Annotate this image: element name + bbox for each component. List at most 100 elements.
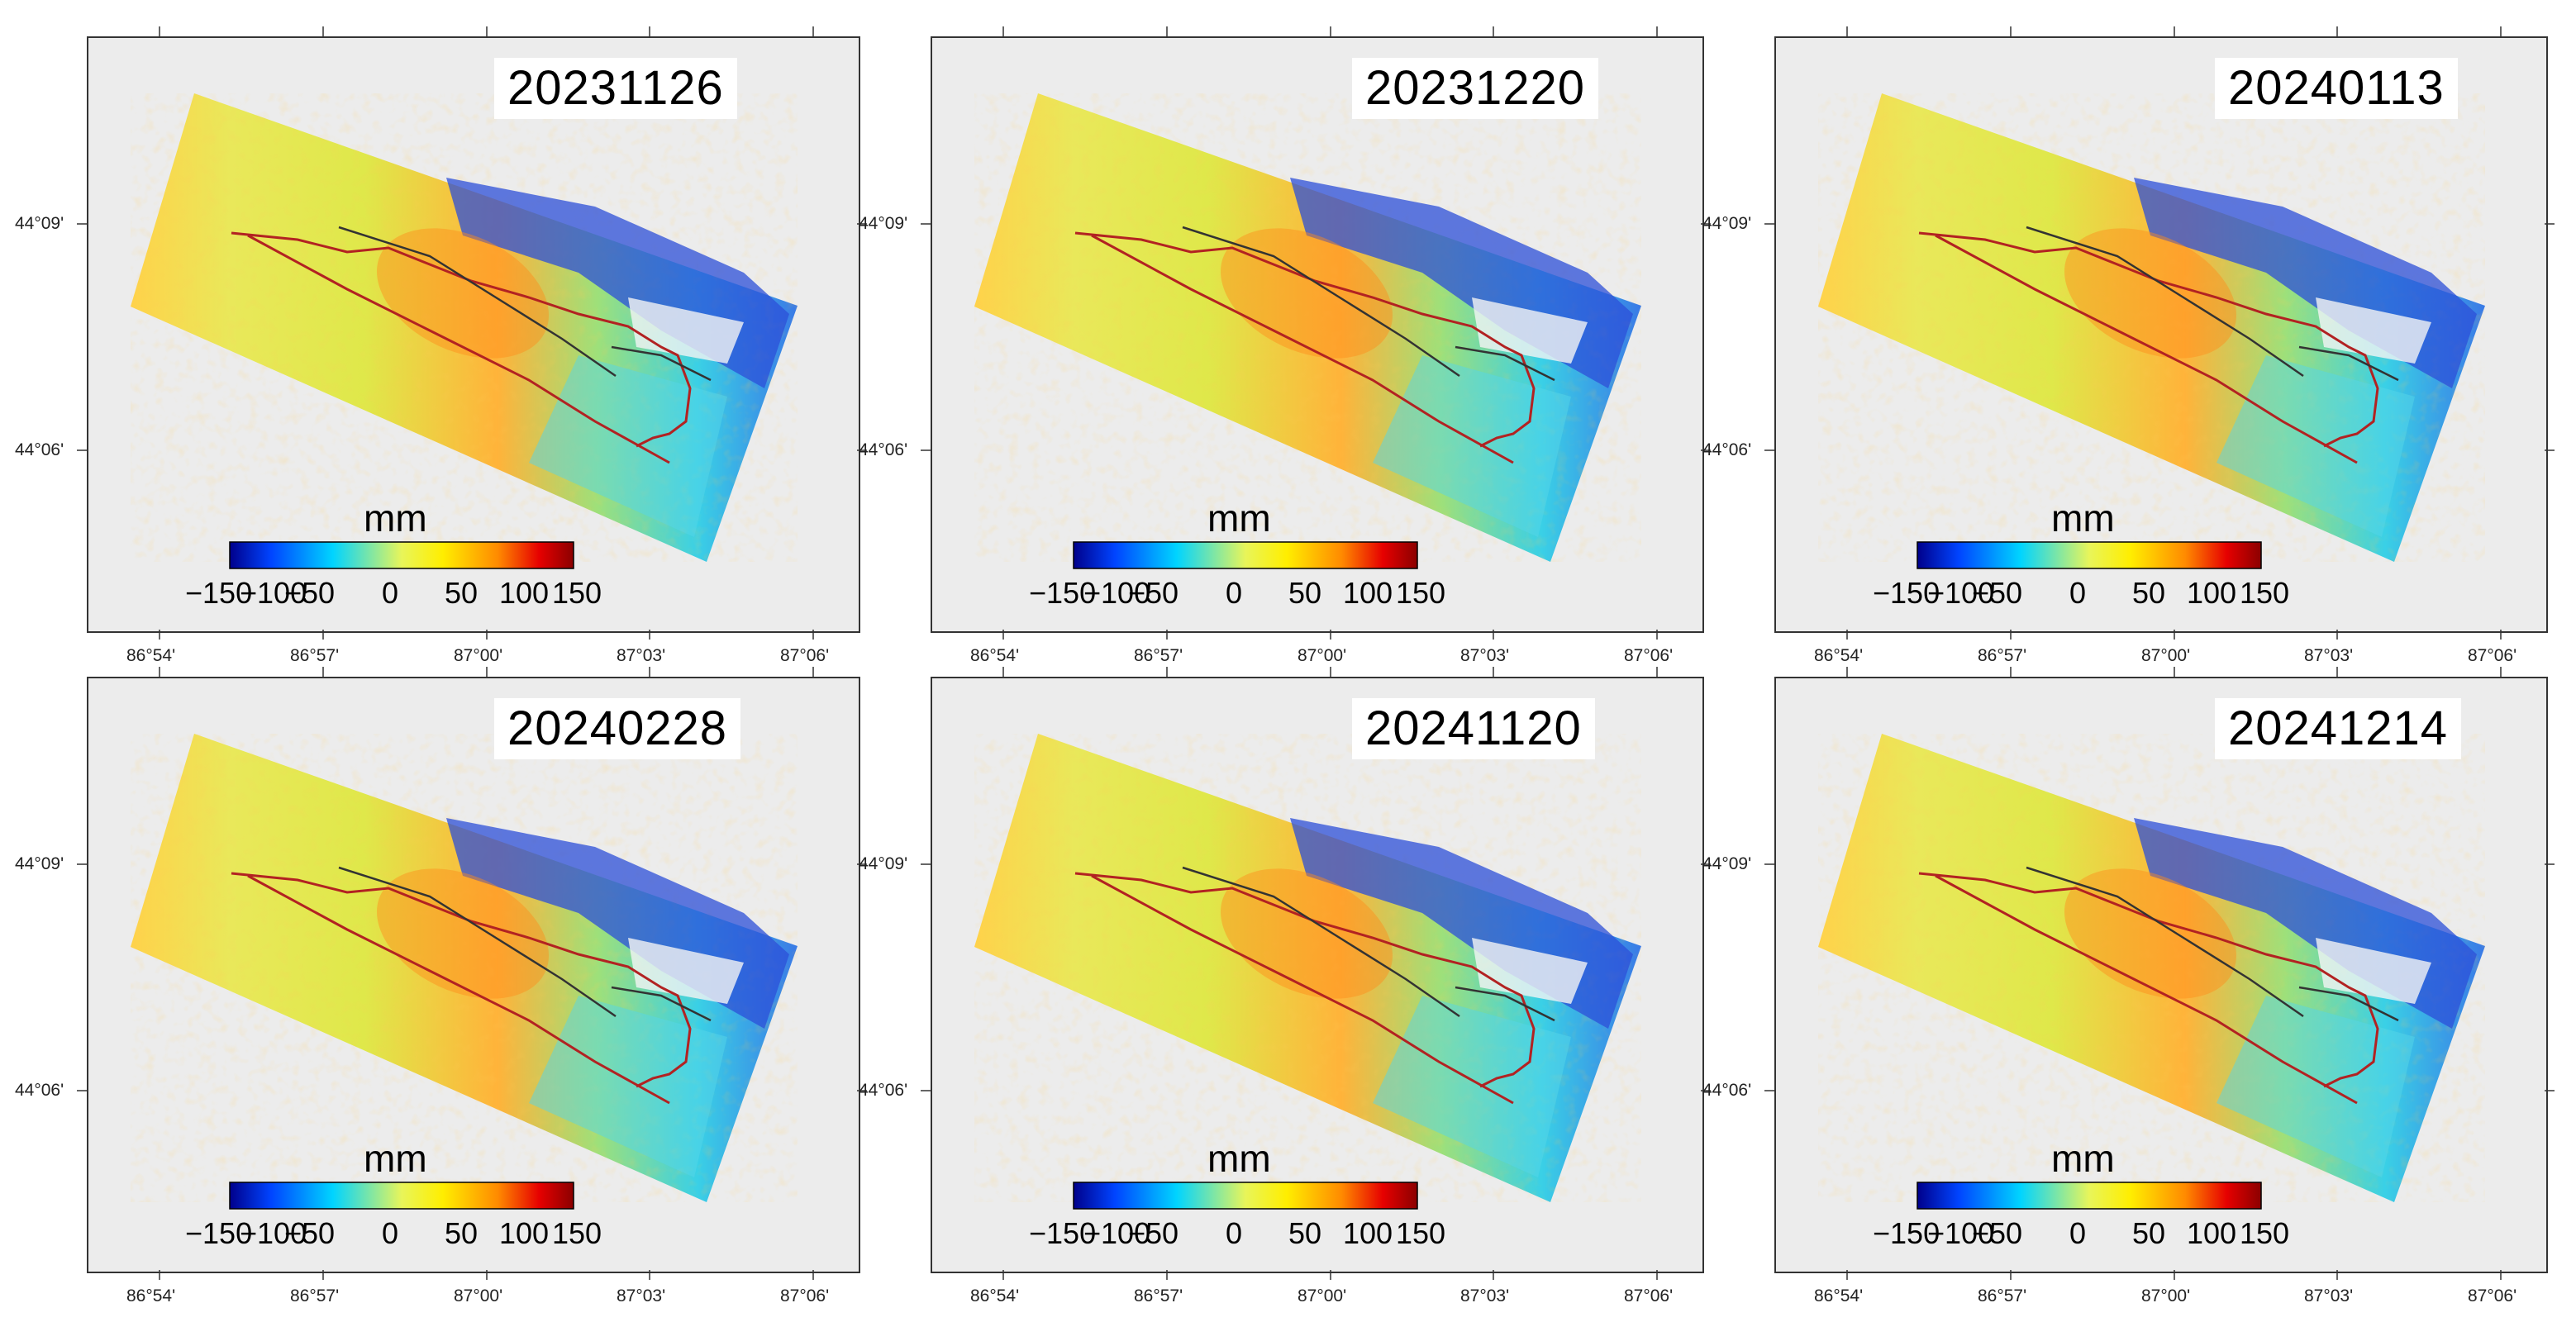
- y-tick-label: 44°09': [15, 214, 64, 233]
- colorbar-tick-label: 100: [499, 1216, 550, 1250]
- colorbar-tick-label: 0: [382, 576, 399, 610]
- map-panel: 20231126 mm −150 −100 −50 0 50 100 150 86°54' 86°5…: [0, 0, 867, 665]
- x-tick-label: 87°03': [2304, 646, 2354, 665]
- fault-lines: [231, 866, 712, 1105]
- y-tick-label: 44°09': [15, 854, 64, 873]
- colorbar-tick-label: −150: [1873, 1216, 1940, 1250]
- x-tick-label: 86°54': [1814, 646, 1864, 665]
- colorbar-gradient: [1917, 1182, 2262, 1210]
- colorbar-tick-label: −50: [1128, 1216, 1179, 1250]
- colorbar-gradient: [229, 1182, 574, 1210]
- colorbar-tick-label: 50: [1288, 576, 1322, 610]
- colorbar-tick-label: 100: [499, 576, 550, 610]
- y-tick-label: 44°09': [1702, 214, 1752, 233]
- y-tick-label: 44°06': [15, 1081, 64, 1100]
- colorbar-tick-label: −50: [284, 1216, 336, 1250]
- colorbar-tick-label: 150: [2240, 576, 2290, 610]
- colorbar-tick-label: 0: [2069, 576, 2087, 610]
- y-tick-label: 44°06': [15, 440, 64, 459]
- x-tick-label: 87°00': [2141, 1286, 2191, 1305]
- colorbar-tick-label: 150: [1396, 1216, 1446, 1250]
- colorbar-tick-label: 0: [382, 1216, 399, 1250]
- map-panel: 20231220 mm −150 −100 −50 0 50 100 150 86°54' 86°5…: [844, 0, 1711, 665]
- map-svg: [77, 26, 867, 640]
- x-tick-label: 86°57': [1134, 1286, 1183, 1305]
- colorbar: [1073, 1182, 1418, 1210]
- colorbar-tick-label: 150: [1396, 576, 1446, 610]
- x-tick-label: 86°57': [1134, 646, 1183, 665]
- colorbar-tick-label: 150: [2240, 1216, 2290, 1250]
- y-tick-label: 44°06': [859, 1081, 908, 1100]
- colorbar-tick-label: −150: [185, 576, 253, 610]
- fault-lines: [1074, 226, 1555, 464]
- x-tick-label: 87°06': [2468, 1286, 2517, 1305]
- x-tick-label: 87°03': [617, 1286, 666, 1305]
- axis-ticks: [77, 667, 867, 1280]
- map-svg: [921, 667, 1711, 1280]
- y-tick-label: 44°09': [859, 214, 908, 233]
- x-tick-label: 86°57': [1978, 1286, 2027, 1305]
- map-svg: [921, 26, 1711, 640]
- colorbar-unit: mm: [364, 497, 427, 540]
- colorbar-tick-label: −150: [1029, 1216, 1097, 1250]
- colorbar-gradient: [229, 541, 574, 569]
- y-tick-label: 44°06': [1702, 1081, 1752, 1100]
- x-tick-label: 87°00': [1298, 646, 1347, 665]
- colorbar-tick-label: 100: [2187, 1216, 2237, 1250]
- colorbar-tick-label: 150: [552, 1216, 602, 1250]
- colorbar-gradient: [1073, 1182, 1418, 1210]
- x-tick-label: 87°00': [1298, 1286, 1347, 1305]
- axis-ticks: [921, 26, 1711, 640]
- colorbar-tick-label: 50: [2132, 1216, 2166, 1250]
- colorbar-tick-label: −100: [1083, 576, 1151, 610]
- colorbar-tick-label: 100: [2187, 576, 2237, 610]
- deformation-strip: [1818, 734, 2485, 1202]
- date-label: 20231126: [494, 58, 737, 119]
- map-svg: [1764, 667, 2555, 1280]
- x-tick-label: 87°06': [2468, 646, 2517, 665]
- colorbar-tick-label: −150: [1029, 576, 1097, 610]
- colorbar-tick-label: −150: [1873, 576, 1940, 610]
- x-tick-label: 87°03': [1460, 1286, 1510, 1305]
- x-tick-label: 86°54': [970, 646, 1020, 665]
- x-tick-label: 87°06': [780, 646, 830, 665]
- deformation-strip: [131, 93, 798, 562]
- x-tick-label: 86°54': [126, 646, 176, 665]
- axis-ticks: [921, 667, 1711, 1280]
- x-tick-label: 87°03': [1460, 646, 1510, 665]
- colorbar: [229, 541, 574, 569]
- colorbar-unit: mm: [2051, 1137, 2115, 1180]
- map-panel: 20240113 mm −150 −100 −50 0 50 100 150 86°54' 86°5…: [1688, 0, 2555, 665]
- x-tick-label: 87°00': [454, 1286, 503, 1305]
- x-tick-label: 86°57': [290, 1286, 340, 1305]
- x-tick-label: 86°54': [1814, 1286, 1864, 1305]
- colorbar-tick-label: 0: [1226, 1216, 1243, 1250]
- y-tick-label: 44°06': [1702, 440, 1752, 459]
- x-tick-label: 87°00': [2141, 646, 2191, 665]
- colorbar: [229, 1182, 574, 1210]
- colorbar-tick-label: −150: [185, 1216, 253, 1250]
- colorbar-unit: mm: [364, 1137, 427, 1180]
- fault-lines: [1074, 866, 1555, 1105]
- deformation-strip: [131, 734, 798, 1202]
- colorbar-tick-label: −100: [1083, 1216, 1151, 1250]
- map-panel: 20240228 mm −150 −100 −50 0 50 100 150 86°54' 86°5…: [0, 640, 867, 1305]
- deformation-strip: [974, 734, 1641, 1202]
- fault-lines: [1918, 226, 2399, 464]
- colorbar-tick-label: −100: [240, 576, 307, 610]
- colorbar-gradient: [1917, 541, 2262, 569]
- colorbar-gradient: [1073, 541, 1418, 569]
- x-tick-label: 87°06': [1624, 646, 1674, 665]
- colorbar-tick-label: 50: [445, 576, 479, 610]
- date-label: 20241120: [1352, 698, 1595, 759]
- fault-lines: [1918, 866, 2399, 1105]
- date-label: 20240228: [494, 698, 741, 759]
- colorbar-tick-label: −100: [1927, 576, 1995, 610]
- date-label: 20241214: [2215, 698, 2462, 759]
- date-label: 20231220: [1352, 58, 1599, 119]
- x-tick-label: 86°54': [126, 1286, 176, 1305]
- y-tick-label: 44°09': [859, 854, 908, 873]
- colorbar-tick-label: 100: [1343, 1216, 1393, 1250]
- colorbar-unit: mm: [2051, 497, 2115, 540]
- x-tick-label: 86°54': [970, 1286, 1020, 1305]
